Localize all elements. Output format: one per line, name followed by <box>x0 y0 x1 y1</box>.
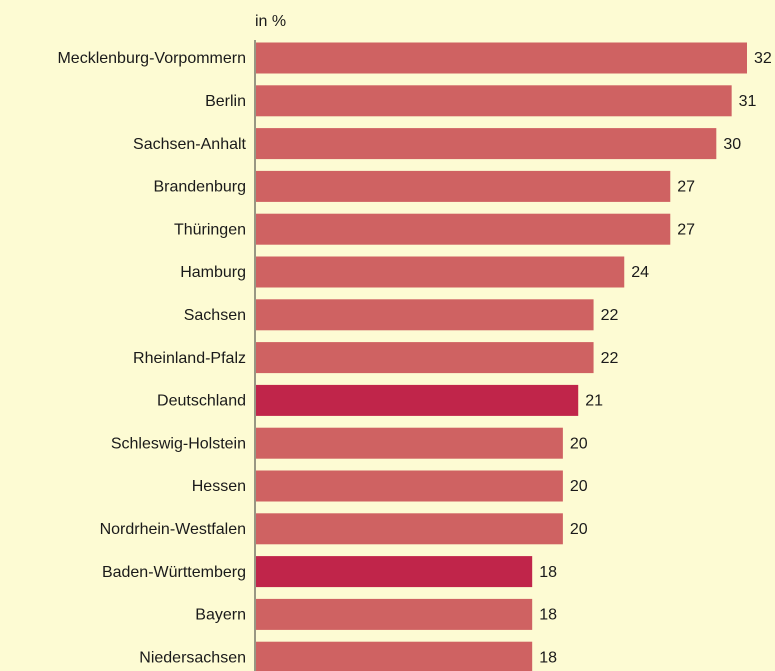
category-label: Hamburg <box>180 264 246 281</box>
bar <box>256 170 671 202</box>
bar <box>256 470 563 502</box>
value-label: 20 <box>570 478 588 495</box>
bar <box>256 342 594 374</box>
category-label: Nordrhein-Westfalen <box>100 521 246 538</box>
value-label: 18 <box>539 607 557 624</box>
value-label: 24 <box>631 264 649 281</box>
bar <box>256 299 594 331</box>
bar <box>256 598 533 630</box>
category-label: Rheinland-Pfalz <box>133 350 246 367</box>
category-label: Niedersachsen <box>139 649 246 666</box>
value-label: 20 <box>570 521 588 538</box>
category-label: Schleswig-Holstein <box>111 435 246 452</box>
value-label: 18 <box>539 564 557 581</box>
value-label: 21 <box>585 393 603 410</box>
category-label: Mecklenburg-Vorpommern <box>57 50 246 67</box>
value-label: 27 <box>677 179 695 196</box>
bar <box>256 513 563 545</box>
category-label: Sachsen <box>184 307 246 324</box>
bar <box>256 641 533 671</box>
category-label: Brandenburg <box>153 179 246 196</box>
value-label: 30 <box>723 136 741 153</box>
value-label: 31 <box>739 93 757 110</box>
category-label: Hessen <box>192 478 246 495</box>
value-label: 32 <box>754 50 772 67</box>
value-label: 27 <box>677 221 695 238</box>
bar <box>256 213 671 245</box>
category-label: Bayern <box>195 607 246 624</box>
bar <box>256 128 717 160</box>
bar <box>256 85 732 117</box>
category-label: Berlin <box>205 93 246 110</box>
value-label: 22 <box>601 350 619 367</box>
category-label: Baden-Württemberg <box>102 564 246 581</box>
value-label: 22 <box>601 307 619 324</box>
value-label: 20 <box>570 435 588 452</box>
bar <box>256 427 563 459</box>
category-label: Thüringen <box>174 221 246 238</box>
category-label: Deutschland <box>157 393 246 410</box>
bar <box>256 384 579 416</box>
value-label: 18 <box>539 649 557 666</box>
bar <box>256 42 747 74</box>
bar <box>256 556 533 588</box>
unit-label: in % <box>255 13 286 30</box>
category-label: Sachsen-Anhalt <box>133 136 247 153</box>
bar <box>256 256 625 288</box>
